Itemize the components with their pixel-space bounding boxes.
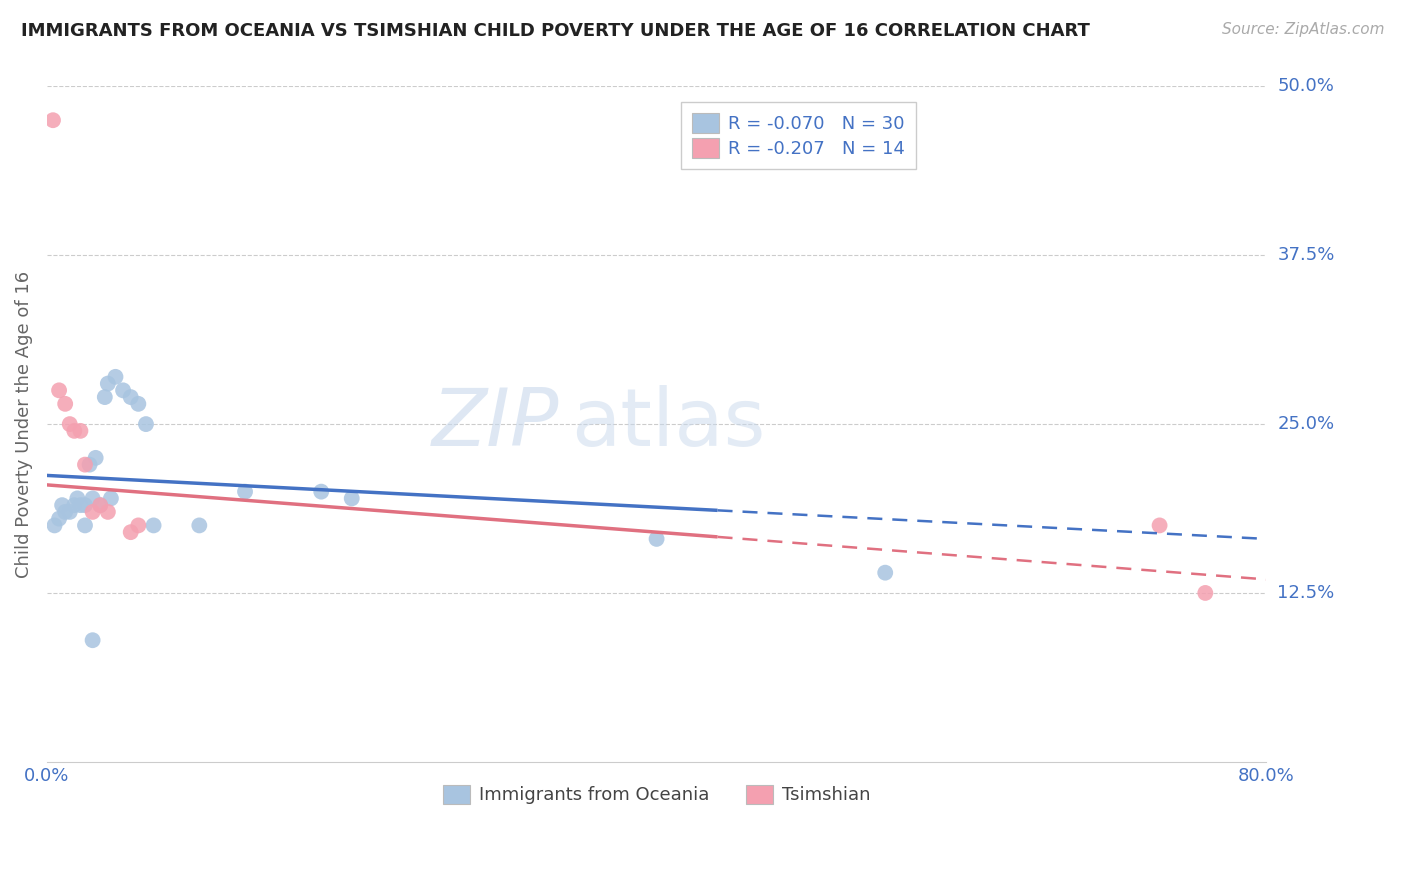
Point xyxy=(69,424,91,438)
Point xyxy=(875,566,897,580)
Legend: Immigrants from Oceania, Tsimshian: Immigrants from Oceania, Tsimshian xyxy=(434,775,879,814)
Point xyxy=(59,505,82,519)
Text: 37.5%: 37.5% xyxy=(1278,246,1334,264)
Point xyxy=(89,498,111,512)
Point xyxy=(309,484,332,499)
Point xyxy=(233,484,256,499)
Point xyxy=(104,369,127,384)
Point xyxy=(97,376,120,391)
Point xyxy=(135,417,157,431)
Point xyxy=(1194,586,1216,600)
Point xyxy=(51,498,73,512)
Point xyxy=(112,384,135,398)
Text: 25.0%: 25.0% xyxy=(1278,415,1334,434)
Text: 12.5%: 12.5% xyxy=(1278,584,1334,602)
Point xyxy=(53,505,76,519)
Text: ZIP: ZIP xyxy=(432,385,560,463)
Point xyxy=(44,518,66,533)
Point xyxy=(73,518,96,533)
Point xyxy=(48,511,70,525)
Point xyxy=(48,384,70,398)
Point xyxy=(63,498,86,512)
Point xyxy=(94,390,117,404)
Text: 50.0%: 50.0% xyxy=(1278,78,1334,95)
Point xyxy=(82,633,104,648)
Point xyxy=(120,525,142,540)
Point xyxy=(59,417,82,431)
Text: IMMIGRANTS FROM OCEANIA VS TSIMSHIAN CHILD POVERTY UNDER THE AGE OF 16 CORRELATI: IMMIGRANTS FROM OCEANIA VS TSIMSHIAN CHI… xyxy=(21,22,1090,40)
Point xyxy=(79,458,101,472)
Point xyxy=(142,518,165,533)
Point xyxy=(97,505,120,519)
Point xyxy=(84,450,107,465)
Point xyxy=(73,458,96,472)
Point xyxy=(120,390,142,404)
Point xyxy=(82,505,104,519)
Point xyxy=(100,491,122,506)
Point xyxy=(69,498,91,512)
Point xyxy=(1149,518,1171,533)
Text: Source: ZipAtlas.com: Source: ZipAtlas.com xyxy=(1222,22,1385,37)
Point xyxy=(82,491,104,506)
Y-axis label: Child Poverty Under the Age of 16: Child Poverty Under the Age of 16 xyxy=(15,270,32,578)
Point xyxy=(89,498,111,512)
Point xyxy=(340,491,363,506)
Point xyxy=(127,397,149,411)
Point xyxy=(53,397,76,411)
Point xyxy=(127,518,149,533)
Point xyxy=(73,498,96,512)
Text: atlas: atlas xyxy=(571,385,766,463)
Point xyxy=(645,532,668,546)
Point xyxy=(66,491,89,506)
Point xyxy=(42,113,65,128)
Point xyxy=(63,424,86,438)
Point xyxy=(188,518,211,533)
